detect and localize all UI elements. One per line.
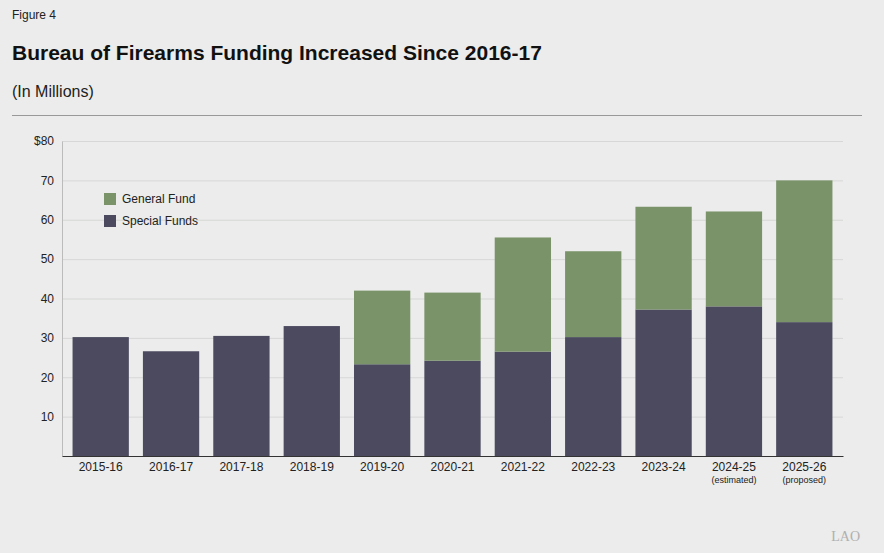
x-tick-label: 2017-18 xyxy=(219,460,263,474)
bars xyxy=(73,180,833,456)
grid-line xyxy=(62,141,843,142)
x-tick-label: 2019-20 xyxy=(360,460,404,474)
bar-segment xyxy=(635,310,691,456)
x-tick-label-line: 2023-24 xyxy=(642,460,686,474)
title-rule xyxy=(12,115,862,116)
x-tick-label: 2018-19 xyxy=(290,460,334,474)
y-tick: 20 xyxy=(41,371,62,385)
x-tick: 2019-20 xyxy=(360,456,404,474)
x-tick-label-line: 2017-18 xyxy=(219,460,263,474)
x-tick: 2021-22 xyxy=(501,456,545,474)
legend-item: Special Funds xyxy=(104,214,198,228)
x-tick-label: 2016-17 xyxy=(149,460,193,474)
x-tick: 2018-19 xyxy=(290,456,334,474)
chart: Figure 4 Bureau of Firearms Funding Incre… xyxy=(0,0,884,553)
grid-line xyxy=(62,180,843,181)
y-tick-label: 40 xyxy=(41,292,55,306)
legend-label: Special Funds xyxy=(122,214,198,228)
x-tick-label: 2020-21 xyxy=(430,460,474,474)
bar-segment xyxy=(495,352,551,456)
bar-segment xyxy=(706,306,762,456)
x-tick: 2022-23 xyxy=(571,456,615,474)
x-tick-label-line: 2016-17 xyxy=(149,460,193,474)
x-tick: 2023-24 xyxy=(642,456,686,474)
legend-swatch xyxy=(104,193,116,205)
x-tick-label-line: 2019-20 xyxy=(360,460,404,474)
y-axis: 10 20 30 40 50 60 70 $80 xyxy=(34,134,63,456)
x-tick: 2017-18 xyxy=(219,456,263,474)
plot: 10203040506070$802015-162016-172017-1820… xyxy=(34,134,844,485)
x-tick-label: 2024-25(estimated) xyxy=(711,460,756,485)
x-tick: 2016-17 xyxy=(149,456,193,474)
x-tick-label-line: 2022-23 xyxy=(571,460,615,474)
bar-segment xyxy=(565,337,621,456)
y-tick-label: 50 xyxy=(41,252,55,266)
x-tick-label-line: 2020-21 xyxy=(430,460,474,474)
x-axis: 2015-16 2016-17 2017-18 2018-19 2019-20 2020-… xyxy=(63,456,844,485)
x-tick-label-line: 2024-25 xyxy=(712,460,756,474)
bar-segment xyxy=(354,364,410,456)
y-tick: 30 xyxy=(41,331,62,345)
x-tick-label-line: (proposed) xyxy=(783,475,827,485)
bar-segment xyxy=(495,237,551,351)
bar-segment xyxy=(143,351,199,456)
title: Bureau of Firearms Funding Increased Sin… xyxy=(12,41,542,64)
subtitle: (In Millions) xyxy=(12,83,94,100)
x-tick: 2015-16 xyxy=(79,456,123,474)
x-tick-label: 2025-26(proposed) xyxy=(782,460,826,485)
bar-segment xyxy=(565,251,621,337)
y-tick: 40 xyxy=(41,292,62,306)
x-tick: 2020-21 xyxy=(430,456,474,474)
y-tick: 60 xyxy=(41,213,62,227)
x-tick-label: 2022-23 xyxy=(571,460,615,474)
bar-segment xyxy=(776,322,832,456)
bar-segment xyxy=(424,293,480,361)
y-tick-label: 10 xyxy=(41,410,55,424)
bar-segment xyxy=(284,326,340,456)
y-tick: 70 xyxy=(41,174,62,188)
y-tick-label: 70 xyxy=(41,174,55,188)
y-tick-label: $80 xyxy=(34,134,54,148)
legend-item: General Fund xyxy=(104,192,195,206)
figure-label: Figure 4 xyxy=(12,8,56,22)
y-tick: $80 xyxy=(34,134,62,148)
bar-segment xyxy=(635,207,691,310)
bar-segment xyxy=(213,336,269,456)
series xyxy=(354,180,832,364)
bar-segment xyxy=(776,180,832,322)
x-tick-label-line: 2015-16 xyxy=(79,460,123,474)
x-tick-label-line: 2025-26 xyxy=(782,460,826,474)
y-axis-line xyxy=(62,142,63,457)
x-tick: 2024-25(estimated) xyxy=(711,456,756,485)
footer: LAO xyxy=(831,529,860,544)
y-tick-label: 30 xyxy=(41,331,55,345)
bar-segment xyxy=(706,211,762,306)
x-tick-label-line: (estimated) xyxy=(711,475,756,485)
bar-segment xyxy=(354,291,410,365)
y-tick: 50 xyxy=(41,252,62,266)
y-tick-label: 60 xyxy=(41,213,55,227)
x-tick-label: 2021-22 xyxy=(501,460,545,474)
x-axis-line xyxy=(63,456,844,457)
legend-swatch xyxy=(104,215,116,227)
bar-segment xyxy=(424,361,480,456)
legend-label: General Fund xyxy=(122,192,195,206)
y-tick: 10 xyxy=(41,410,62,424)
background xyxy=(0,0,884,553)
x-tick-label-line: 2021-22 xyxy=(501,460,545,474)
bar-segment xyxy=(73,337,129,456)
y-tick-label: 20 xyxy=(41,371,55,385)
x-tick-label: 2023-24 xyxy=(642,460,686,474)
x-tick-label-line: 2018-19 xyxy=(290,460,334,474)
x-tick-label: 2015-16 xyxy=(79,460,123,474)
legend: General Fund Special Funds xyxy=(104,192,198,228)
x-tick: 2025-26(proposed) xyxy=(782,456,826,485)
